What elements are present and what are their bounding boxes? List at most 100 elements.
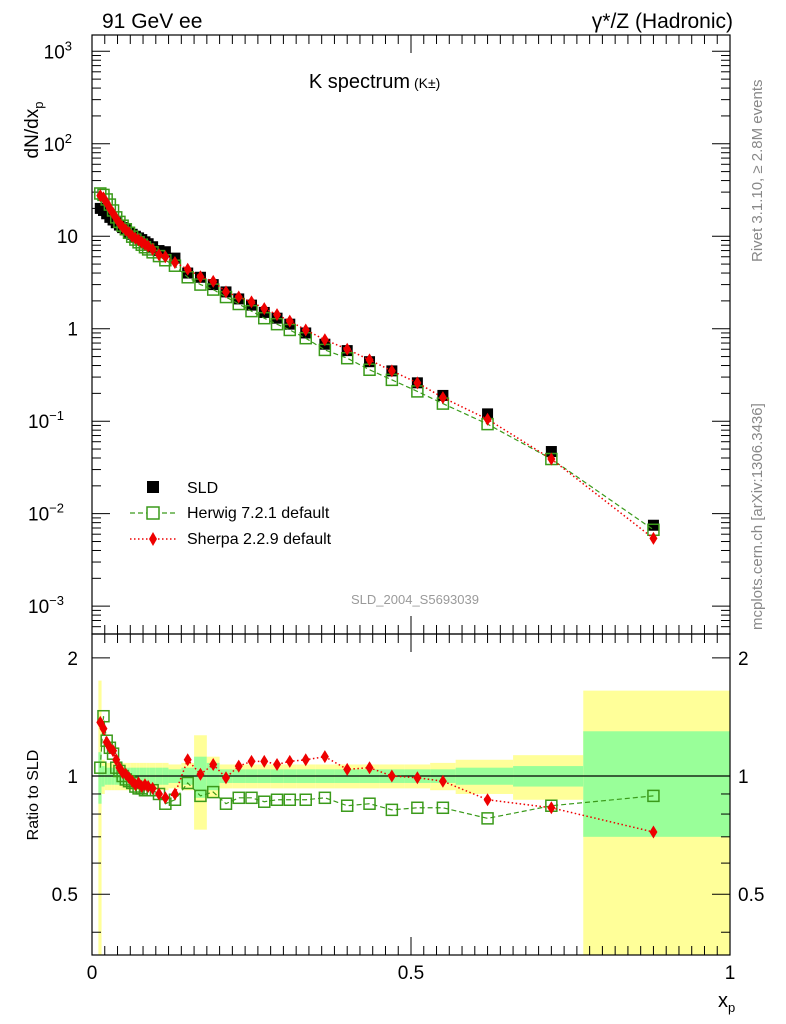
ratio-point <box>483 793 492 807</box>
data-point <box>247 295 256 309</box>
ratio-point <box>94 761 107 774</box>
data-point <box>301 323 310 337</box>
legend-herwig-label: Herwig 7.2.1 default <box>187 505 330 522</box>
ratio-point <box>647 789 660 803</box>
main-series <box>94 187 660 545</box>
data-point <box>154 248 163 262</box>
data-point <box>234 290 243 304</box>
ratio-y-tick-label-right: 1 <box>738 767 749 788</box>
ratio-point <box>649 825 658 839</box>
ratio-plot-frame <box>91 633 731 956</box>
ratio-point <box>209 757 218 771</box>
ratio-point <box>438 774 447 788</box>
data-point <box>183 262 192 276</box>
header-left: 91 GeV ee <box>102 10 202 33</box>
ratio-point <box>547 801 556 815</box>
ratio-y-tick-label-right: 0.5 <box>738 885 764 906</box>
x-axis-label: xp <box>718 990 735 1015</box>
ratio-point <box>413 771 422 785</box>
ratio-point <box>112 753 121 767</box>
legend-sld-marker <box>147 481 159 493</box>
ratio-tick-labels: 0 0.5 1 0.5 0.5 1 1 2 2 <box>52 649 765 984</box>
x-tick-label: 0.5 <box>398 963 424 984</box>
ratio-point <box>148 781 157 795</box>
ratio-series <box>94 709 660 839</box>
main-y-tick-label: 10−3 <box>28 593 64 618</box>
main-y-tick-label: 10 <box>57 227 78 248</box>
data-point <box>320 333 329 347</box>
ratio-point <box>343 762 352 776</box>
main-y-tick-label: 1 <box>67 320 78 341</box>
ratio-point <box>411 801 424 815</box>
header-right: γ*/Z (Hadronic) <box>592 10 733 33</box>
data-point <box>545 446 557 458</box>
ratio-y-tick-label-right: 2 <box>738 649 749 670</box>
band-inner <box>98 752 102 804</box>
ratio-point <box>318 791 332 805</box>
ratio-point <box>196 767 205 781</box>
data-point <box>196 270 205 284</box>
ratio-point <box>365 761 374 775</box>
ratio-point <box>247 754 256 768</box>
rivet-version: Rivet 3.1.10, ≥ 2.8M events <box>749 80 766 263</box>
ratio-point <box>436 801 450 815</box>
ratio-y-tick-label: 2 <box>67 649 78 670</box>
x-tick-label: 0 <box>87 963 98 984</box>
band-outer <box>98 680 102 955</box>
data-point <box>647 519 659 531</box>
ratio-point <box>154 787 163 801</box>
series-line <box>100 192 654 531</box>
ratio-point <box>219 797 233 810</box>
ratio-point <box>387 769 396 783</box>
data-point <box>260 302 269 316</box>
plot-title-sub: (K±) <box>414 75 440 91</box>
axes-ticks <box>91 35 731 955</box>
ratio-point <box>285 754 294 768</box>
mcplots-credit: mcplots.cern.ch [arXiv:1306.3436] <box>749 403 766 630</box>
y-axis-label: dN/dxp <box>22 102 46 159</box>
ratio-point <box>299 793 312 807</box>
legend: SLD Herwig 7.2.1 default Sherpa 2.2.9 de… <box>130 480 332 548</box>
data-point <box>365 353 374 367</box>
ratio-point <box>385 803 399 817</box>
ratio-point <box>340 799 354 812</box>
plot-title: K spectrum <box>309 71 410 93</box>
data-point <box>170 256 179 270</box>
data-point <box>161 250 170 264</box>
main-y-tick-label: 10−1 <box>28 408 64 433</box>
data-point <box>413 376 422 390</box>
band-inner <box>583 731 730 837</box>
ratio-uncertainty-bands <box>92 680 730 955</box>
x-tick-label: 1 <box>725 963 736 984</box>
main-y-tick-label: 102 <box>44 131 72 156</box>
data-point <box>148 242 157 256</box>
ratio-point <box>183 753 192 767</box>
data-point <box>649 531 658 545</box>
ratio-point <box>320 750 329 764</box>
ratio-point <box>194 789 207 803</box>
data-point <box>343 342 352 356</box>
ratio-point <box>260 754 269 768</box>
ratio-point <box>181 776 194 790</box>
ratio-point <box>99 722 108 736</box>
ratio-point <box>270 793 284 807</box>
analysis-id: SLD_2004_S5693039 <box>351 592 479 607</box>
ratio-point <box>481 812 494 825</box>
data-point <box>483 412 492 426</box>
ratio-point <box>206 785 220 799</box>
ratio-y-tick-label: 1 <box>67 767 78 788</box>
ratio-point <box>363 797 376 810</box>
data-point <box>285 314 294 328</box>
data-point <box>273 308 282 322</box>
ratio-point <box>170 787 179 801</box>
legend-sherpa-marker <box>149 532 157 546</box>
main-y-tick-label: 10−2 <box>28 501 64 526</box>
ratio-point <box>245 791 258 805</box>
ratio-point <box>258 795 271 808</box>
legend-sherpa-label: Sherpa 2.2.9 default <box>187 531 332 548</box>
ratio-point <box>221 771 230 785</box>
data-point <box>547 452 556 466</box>
ratio-y-axis-label: Ratio to SLD <box>25 750 42 841</box>
data-point <box>209 274 218 288</box>
